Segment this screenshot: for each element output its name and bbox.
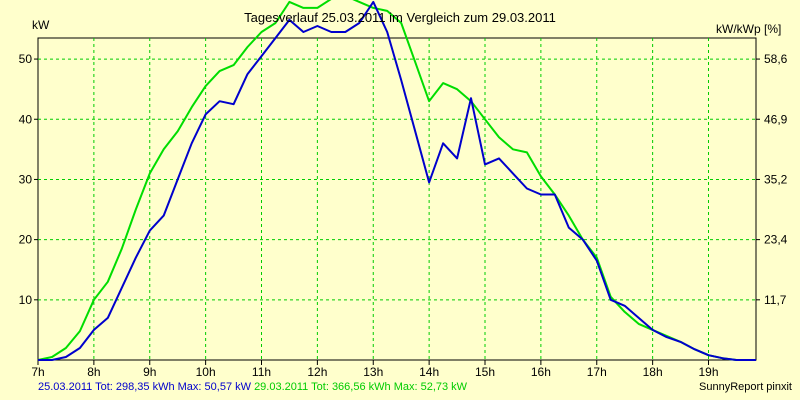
y2-tick-label: 46,9: [764, 112, 788, 126]
y-tick-label: 40: [19, 112, 33, 126]
x-tick-label: 19h: [698, 365, 718, 379]
x-tick-label: 13h: [363, 365, 383, 379]
x-tick-label: 16h: [531, 365, 551, 379]
series-line-1: [38, 0, 756, 361]
y-tick-label: 50: [19, 52, 33, 66]
x-tick-label: 10h: [196, 365, 216, 379]
x-tick-label: 9h: [143, 365, 156, 379]
x-tick-label: 17h: [587, 365, 607, 379]
ticks: 7h 8h 9h 10h 11h 12h 13h 14h 15h 16h 17h 18h 19h 10 11…: [19, 52, 788, 379]
x-tick-label: 18h: [643, 365, 663, 379]
x-tick-label: 7h: [31, 365, 44, 379]
y-tick-label: 10: [19, 293, 33, 307]
y2-tick-label: 35,2: [764, 172, 788, 186]
x-tick-label: 15h: [475, 365, 495, 379]
x-tick-label: 14h: [419, 365, 439, 379]
y-axis-unit-left: kW: [32, 18, 50, 32]
plot-area: [37, 37, 757, 361]
chart-title: Tagesverlauf 25.03.2011 im Vergleich zum…: [244, 10, 556, 25]
series1-summary: 25.03.2011 Tot: 298,35 kWh Max: 50,57 kW: [38, 381, 251, 393]
series-line-2: [37, 0, 756, 361]
y2-tick-label: 23,4: [764, 233, 788, 247]
x-tick-label: 11h: [252, 365, 271, 379]
y-axis-unit-right: kW/kWp [%]: [716, 22, 782, 36]
y-tick-label: 30: [19, 172, 33, 186]
y2-tick-label: 11,7: [764, 293, 787, 307]
series2-summary: 29.03.2011 Tot: 366,56 kWh Max: 52,73 kW: [254, 381, 468, 393]
grid: [38, 38, 756, 360]
x-tick-label: 12h: [307, 365, 327, 379]
footer-summary: 25.03.2011 Tot: 298,35 kWh Max: 50,57 kW…: [38, 381, 467, 393]
brand-label: SunnyReport pinxit: [699, 381, 792, 393]
y2-tick-label: 58,6: [764, 52, 788, 66]
x-tick-label: 8h: [87, 365, 100, 379]
series-group: [37, 0, 756, 361]
y-tick-label: 20: [19, 233, 33, 247]
